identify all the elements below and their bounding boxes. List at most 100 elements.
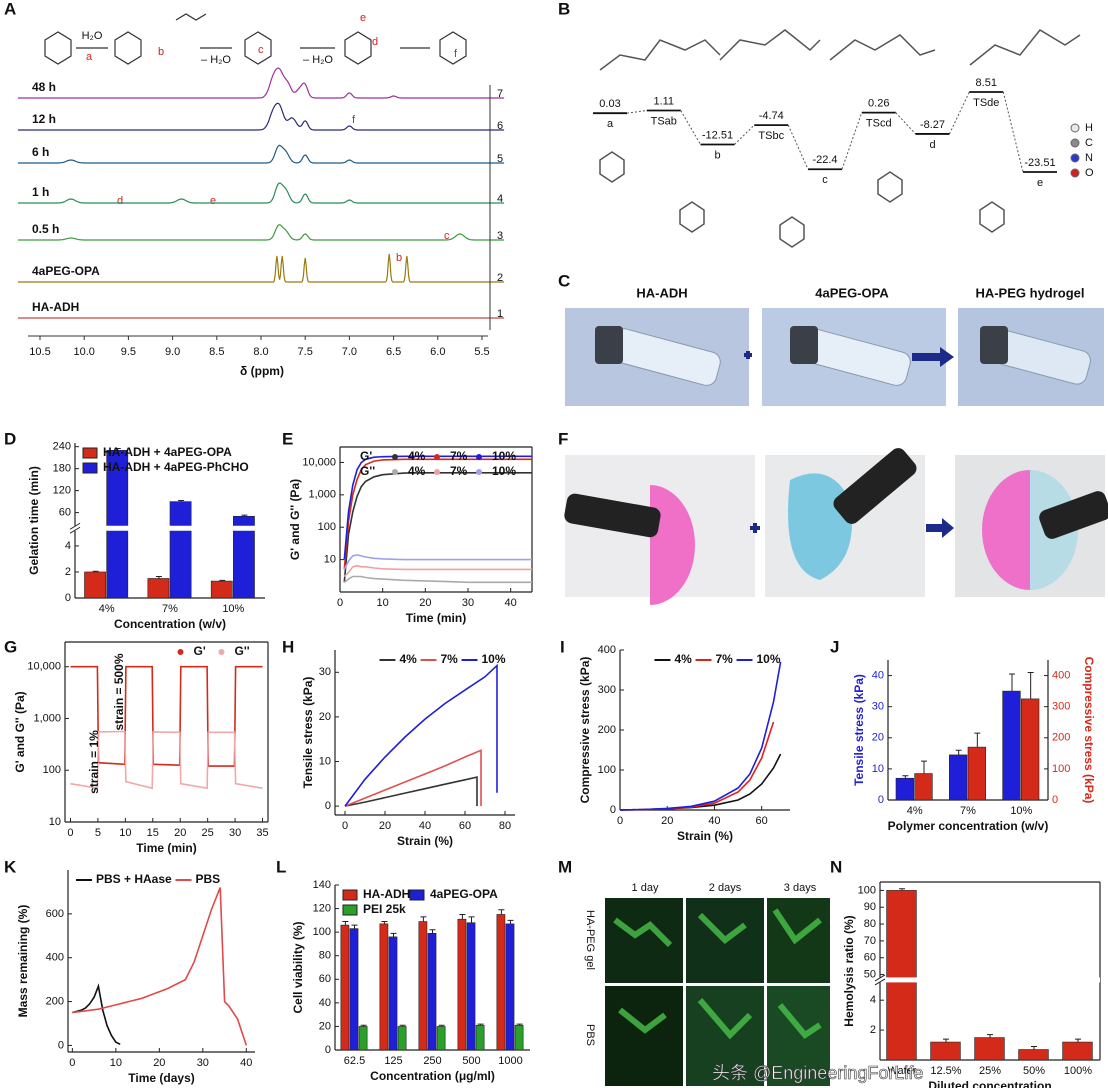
x-tick-label: 0 [342,820,348,832]
y-axis-label: G' and G'' (Pa) [288,479,302,560]
data-line [343,564,532,578]
y-axis-label: Tensile stress (kPa) [852,674,866,786]
y-tick-label: 140 [313,879,331,891]
nmr-spectrum [17,67,505,99]
y-tick-label: 20 [319,1020,331,1032]
error-bar [178,500,185,502]
legend-label: 4aPEG-OPA [430,887,498,901]
reagent: – H₂O [303,54,333,66]
trace-label: 48 h [32,80,56,94]
legend-label: 7% [450,449,468,463]
panel-label: J [830,637,839,656]
bar [496,914,506,1051]
legend-label: G'' [235,644,250,658]
x-axis-label: Concentration (w/v) [114,617,226,631]
legend-swatch [476,469,482,475]
y-axis-label: Gelation time (min) [27,466,41,575]
scheme-letter: f [454,48,458,60]
trace-label: 6 h [32,145,49,159]
nmr-spectrum [17,102,505,131]
connector [841,112,863,170]
x-tick-label: 5.5 [474,346,489,358]
y-tick-label: 90 [864,901,876,913]
row-label: HA-PEG gel [584,910,596,970]
legend-label: 4% [400,652,418,666]
y-tick-label: 0 [325,1044,331,1056]
legend-swatch [342,889,358,901]
y2-tick-label: 200 [1052,732,1070,744]
legend-label: HA-ADH + 4aPEG-PhCHO [103,460,249,474]
error-bar [429,929,436,934]
x-tick-label: 250 [423,1055,441,1067]
y-tick-label: 10 [324,554,336,566]
bar [379,923,389,1051]
energy-value: 8.51 [976,77,997,89]
vial-photos [565,308,1104,406]
error-bar [943,1038,949,1043]
legend-label: PEI 25k [363,902,406,916]
y-tick-label: 100 [598,764,616,776]
axis-break [875,977,1100,983]
trace-label: HA-ADH [32,300,79,314]
x-axis-label: Diluted concentration [928,1079,1051,1088]
x-tick-label: 8.0 [253,346,268,358]
bar [210,580,233,599]
bar [505,923,515,1051]
legend-swatch [392,454,398,460]
bar [930,1041,961,1061]
x-tick-label: 40 [505,597,517,609]
axis-break-mark [874,978,886,986]
y-axis-label: Tensile stress (kPa) [301,677,315,789]
scheme-sketch [44,13,467,65]
connector [626,109,647,114]
error-bar [498,909,505,915]
error-bar [1027,671,1034,699]
error-bar [399,1024,406,1027]
bar [974,1037,1005,1061]
watermark: 头条 @EngineeringForLife [712,1063,923,1083]
energy-value: -12.51 [702,129,733,141]
x-tick-label: 5 [95,827,101,839]
y-tick-label: 10,000 [27,661,61,673]
reagent: H₂O [82,30,103,42]
panel-label: N [830,857,842,876]
bar [1018,1049,1049,1061]
error-bar [974,732,981,748]
x-tick-label: 6.5 [386,346,401,358]
data-line [343,472,532,583]
x-tick-label: 40 [240,1057,252,1069]
error-bar [1031,1046,1037,1050]
legend-label: 4% [675,652,693,666]
error-bar [899,888,905,891]
error-bar [381,921,388,924]
y-tick-label: 30 [319,666,331,678]
bar [1021,698,1040,801]
x-axis-label: Time (min) [406,611,466,625]
x-tick-label: 80 [499,820,511,832]
panel-label: F [558,429,568,448]
atom-swatch [1070,123,1080,133]
legend-label: 7% [716,652,734,666]
data-line [343,575,532,584]
y-tick-label: 0 [65,592,71,604]
nmr-spectrum [17,144,505,164]
x-tick-label: 20 [661,815,673,827]
y-tick-label: 10 [49,816,61,828]
trace-number: 6 [497,120,503,132]
peak-letter: c [444,230,450,242]
legend-group: G' [360,449,372,463]
y-tick-label: 240 [53,441,71,453]
bar [349,928,359,1051]
trace-label: 12 h [32,112,56,126]
atom-swatch [1070,153,1080,163]
energy-value: -8.27 [920,119,945,131]
data-line [344,749,482,807]
x-tick-label: 4% [907,805,923,817]
x-tick-label: 0 [69,1057,75,1069]
panel-label: B [558,0,570,18]
x-tick-label: 12.5% [930,1065,961,1077]
bar [457,918,467,1051]
x-tick-label: 30 [197,1057,209,1069]
x-tick-label: 30 [462,597,474,609]
